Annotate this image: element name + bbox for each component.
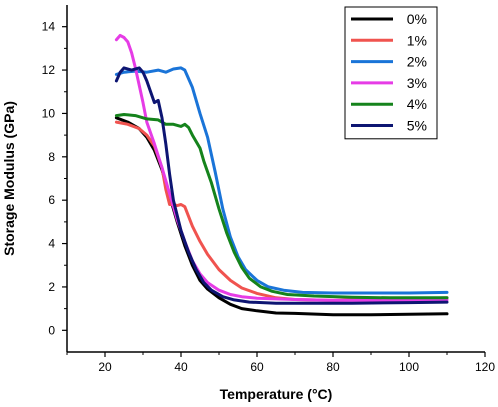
y-tick-label: 12	[42, 63, 56, 77]
legend-box	[344, 6, 438, 140]
series-layer	[114, 33, 449, 317]
x-tick-label: 60	[250, 360, 264, 374]
y-tick-label: 10	[42, 106, 56, 120]
x-tick-label: 120	[475, 360, 495, 374]
x-tick-label: 20	[98, 360, 112, 374]
x-tick-label: 100	[399, 360, 419, 374]
legend-label: 4%	[407, 96, 427, 112]
y-tick-label: 6	[48, 193, 55, 207]
x-tick-label: 80	[326, 360, 340, 374]
y-tick-label: 2	[48, 280, 55, 294]
y-tick-label: 4	[48, 237, 55, 251]
series-line-2pct	[114, 66, 449, 295]
series-line-0pct	[114, 116, 449, 317]
legend-label: 0%	[407, 11, 427, 27]
y-tick-label: 14	[42, 20, 56, 34]
x-tick-label: 40	[174, 360, 188, 374]
y-tick-label: 8	[48, 150, 55, 164]
legend-label: 2%	[407, 54, 427, 70]
x-axis-title: Temperature (°C)	[220, 386, 333, 402]
ticks-layer: 20 40 60 80 100 120 0 2 4 6 8 10 12 14	[42, 20, 496, 374]
legend: 0% 1% 2% 3% 4% 5%	[344, 6, 438, 140]
y-axis-title: Storage Modulus (GPa)	[1, 101, 17, 256]
series-line-5pct	[114, 66, 449, 305]
legend-label: 5%	[407, 118, 427, 134]
series-line-4pct	[114, 113, 449, 300]
legend-label: 1%	[407, 32, 427, 48]
y-tick-label: 0	[48, 323, 55, 337]
legend-label: 3%	[407, 75, 427, 91]
